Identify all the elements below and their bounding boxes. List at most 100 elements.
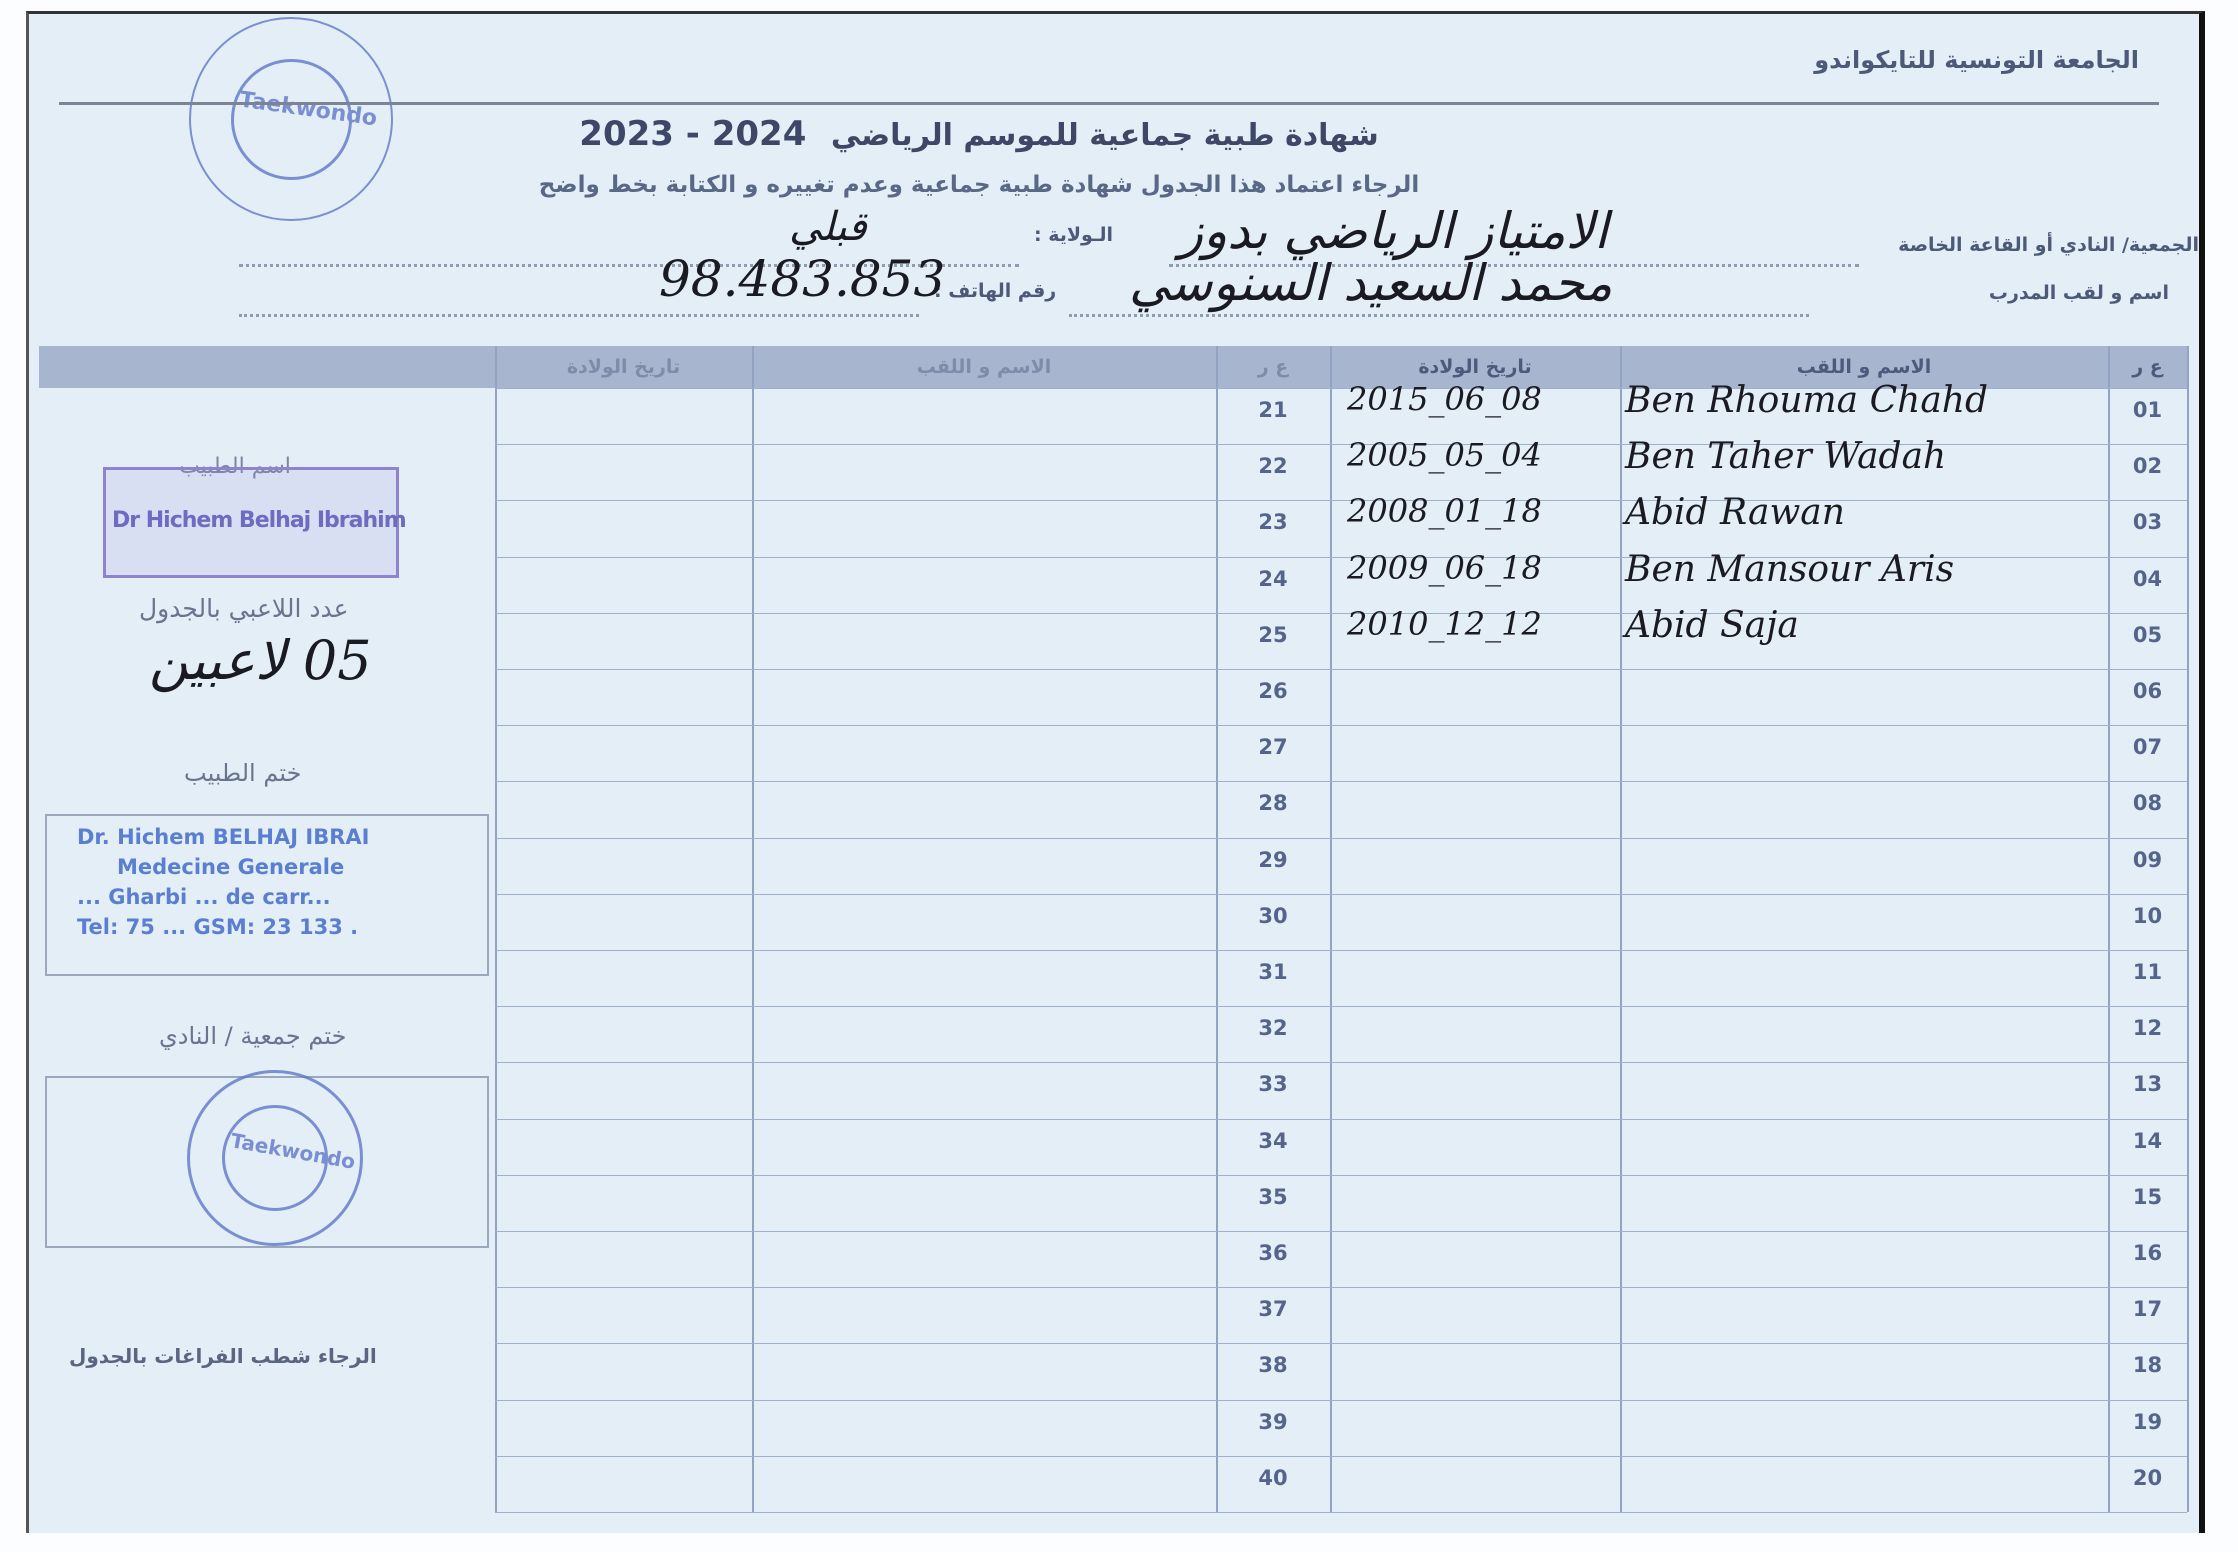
row-divider [495, 1231, 2187, 1232]
row-divider [495, 1455, 2187, 1457]
row-number: 12 [2132, 1016, 2163, 1041]
row-number: 30 [1258, 903, 1288, 928]
row-number: 28 [1258, 791, 1288, 816]
row-number: 15 [2132, 1184, 2163, 1209]
doctor-name-label: اسم الطبيب [179, 454, 291, 479]
column-divider [752, 346, 754, 1512]
row-divider [495, 612, 2187, 614]
row-number: 25 [1258, 622, 1288, 647]
doctor-stamp-line: Tel: 75 ... GSM: 23 133 . [77, 915, 359, 939]
row-number: 08 [2132, 791, 2163, 816]
row-divider [495, 1174, 2187, 1176]
doctor-stamp-box: Dr. Hichem BELHAJ IBRAI Medecine Generale… [45, 814, 489, 976]
row-number: 40 [1258, 1465, 1288, 1490]
row-number: 39 [1258, 1409, 1288, 1434]
column-header-birth-date: تاريخ الولادة [1418, 356, 1532, 378]
organization-name: الجامعة التونسية للتايكواندو [1814, 46, 2139, 74]
club-stamp-box: Taekwondo [45, 1070, 489, 1248]
column-header-name: الاسم و اللقب [1796, 356, 1932, 378]
row-divider [495, 1287, 2187, 1289]
row-number: 02 [2132, 454, 2163, 479]
player-name: Ben Taher Wadah [1625, 436, 1947, 478]
column-divider [2187, 346, 2189, 1512]
coach-value: محمد السعيد السنوسي [1129, 254, 1613, 312]
row-number: 36 [1258, 1241, 1288, 1265]
row-divider [495, 781, 2187, 783]
row-number: 27 [1258, 735, 1288, 760]
row-divider [495, 556, 2187, 558]
column-header-birth-date: تاريخ الولادة [566, 356, 681, 378]
row-divider [495, 837, 2187, 839]
row-number: 34 [1258, 1128, 1288, 1153]
row-number: 19 [2132, 1409, 2163, 1434]
row-number: 31 [1258, 960, 1288, 984]
row-divider [495, 725, 2187, 727]
row-divider [495, 893, 2187, 895]
instruction: الرجاء اعتماد هذا الجدول شهادة طبية جماع… [538, 172, 1420, 198]
table-header-band [39, 346, 2187, 388]
doctor-stamp: Dr. Hichem BELHAJ IBRAI Medecine Generale… [77, 822, 369, 942]
player-birth-date: 2010_12_12 [1347, 604, 1542, 643]
row-number: 06 [2132, 679, 2163, 703]
medical-certificate-sheet: Taekwondo الجامعة التونسية للتايكواندو ش… [26, 11, 2205, 1533]
row-number: 37 [1258, 1297, 1288, 1322]
doctor-stamp-label: ختم الطبيب [184, 759, 302, 787]
players-count-value: 05 لاعبين [149, 629, 372, 692]
row-divider [495, 1062, 2187, 1064]
title-text: شهادة طبية جماعية للموسم الرياضي [830, 118, 1379, 153]
player-birth-date: 2009_06_18 [1347, 548, 1542, 587]
player-birth-date: 2008_01_18 [1347, 492, 1542, 531]
row-number: 29 [1258, 847, 1288, 872]
row-divider [495, 1512, 2187, 1513]
player-name: Abid Rawan [1625, 492, 1845, 534]
row-number: 21 [1258, 398, 1288, 422]
doctor-name-stamp: Dr Hichem Belhaj Ibrahim [103, 467, 407, 578]
column-divider [1620, 346, 1622, 1512]
club-label: الجمعية/ النادي أو القاعة الخاصة [1898, 234, 2199, 256]
row-divider [495, 1118, 2187, 1120]
players-count-label: عدد اللاعبي بالجدول [139, 594, 349, 623]
row-number: 24 [1258, 566, 1288, 591]
row-number: 01 [2132, 398, 2163, 422]
season: 2024 - 2023 [579, 114, 807, 154]
row-number: 09 [2132, 847, 2163, 872]
row-number: 07 [2132, 735, 2163, 760]
player-name: Ben Rhouma Chahd [1625, 380, 1989, 421]
row-number: 10 [2132, 903, 2163, 928]
row-number: 22 [1258, 454, 1288, 479]
row-number: 11 [2132, 960, 2163, 984]
row-number: 14 [2132, 1128, 2163, 1153]
column-divider [1330, 346, 1332, 1512]
club-value: الامتياز الرياضي بدوز [1179, 202, 1608, 260]
phone-value: 98.483.853 [659, 250, 946, 308]
header-divider [59, 102, 2159, 105]
coach-label: اسم و لقب المدرب [1988, 282, 2169, 304]
row-number: 13 [2132, 1072, 2163, 1097]
column-divider [2108, 346, 2110, 1512]
row-number: 26 [1258, 679, 1288, 703]
club-stamp-label: ختم جمعية / النادي [159, 1022, 347, 1050]
column-header-number: ع ر [1257, 356, 1289, 378]
row-number: 35 [1258, 1184, 1288, 1209]
row-number: 38 [1258, 1353, 1288, 1378]
row-number: 33 [1258, 1072, 1288, 1097]
column-divider [495, 346, 497, 1512]
state-label: الـولاية : [1034, 224, 1114, 246]
row-number: 32 [1258, 1016, 1288, 1041]
row-divider [495, 669, 2187, 670]
player-birth-date: 2015_06_08 [1347, 380, 1542, 418]
doctor-stamp-line: ... Gharbi ... de carr... [77, 885, 331, 909]
phone-label: رقم الهاتف : [934, 280, 1057, 302]
player-name: Abid Saja [1625, 604, 1799, 646]
player-name: Ben Mansour Aris [1625, 548, 1955, 590]
row-divider [495, 1343, 2187, 1345]
row-divider [495, 500, 2187, 502]
row-number: 23 [1258, 510, 1288, 535]
row-divider [495, 950, 2187, 951]
row-number: 03 [2132, 510, 2163, 535]
club-stamp-top: Taekwondo [189, 17, 393, 221]
doctor-stamp-line: Medecine Generale [117, 855, 345, 879]
row-number: 18 [2132, 1353, 2163, 1378]
row-divider [495, 1006, 2187, 1008]
doctor-stamp-line: Dr. Hichem BELHAJ IBRAI [77, 825, 370, 849]
